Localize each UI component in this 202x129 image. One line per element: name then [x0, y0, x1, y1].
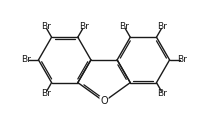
Text: Br: Br [119, 22, 128, 31]
Text: Br: Br [176, 55, 186, 64]
Text: Br: Br [21, 55, 31, 64]
Text: O: O [100, 96, 107, 106]
Text: Br: Br [40, 22, 50, 31]
Text: Br: Br [157, 88, 167, 98]
Text: Br: Br [157, 22, 167, 31]
Text: Br: Br [79, 22, 88, 31]
Text: Br: Br [40, 88, 50, 98]
